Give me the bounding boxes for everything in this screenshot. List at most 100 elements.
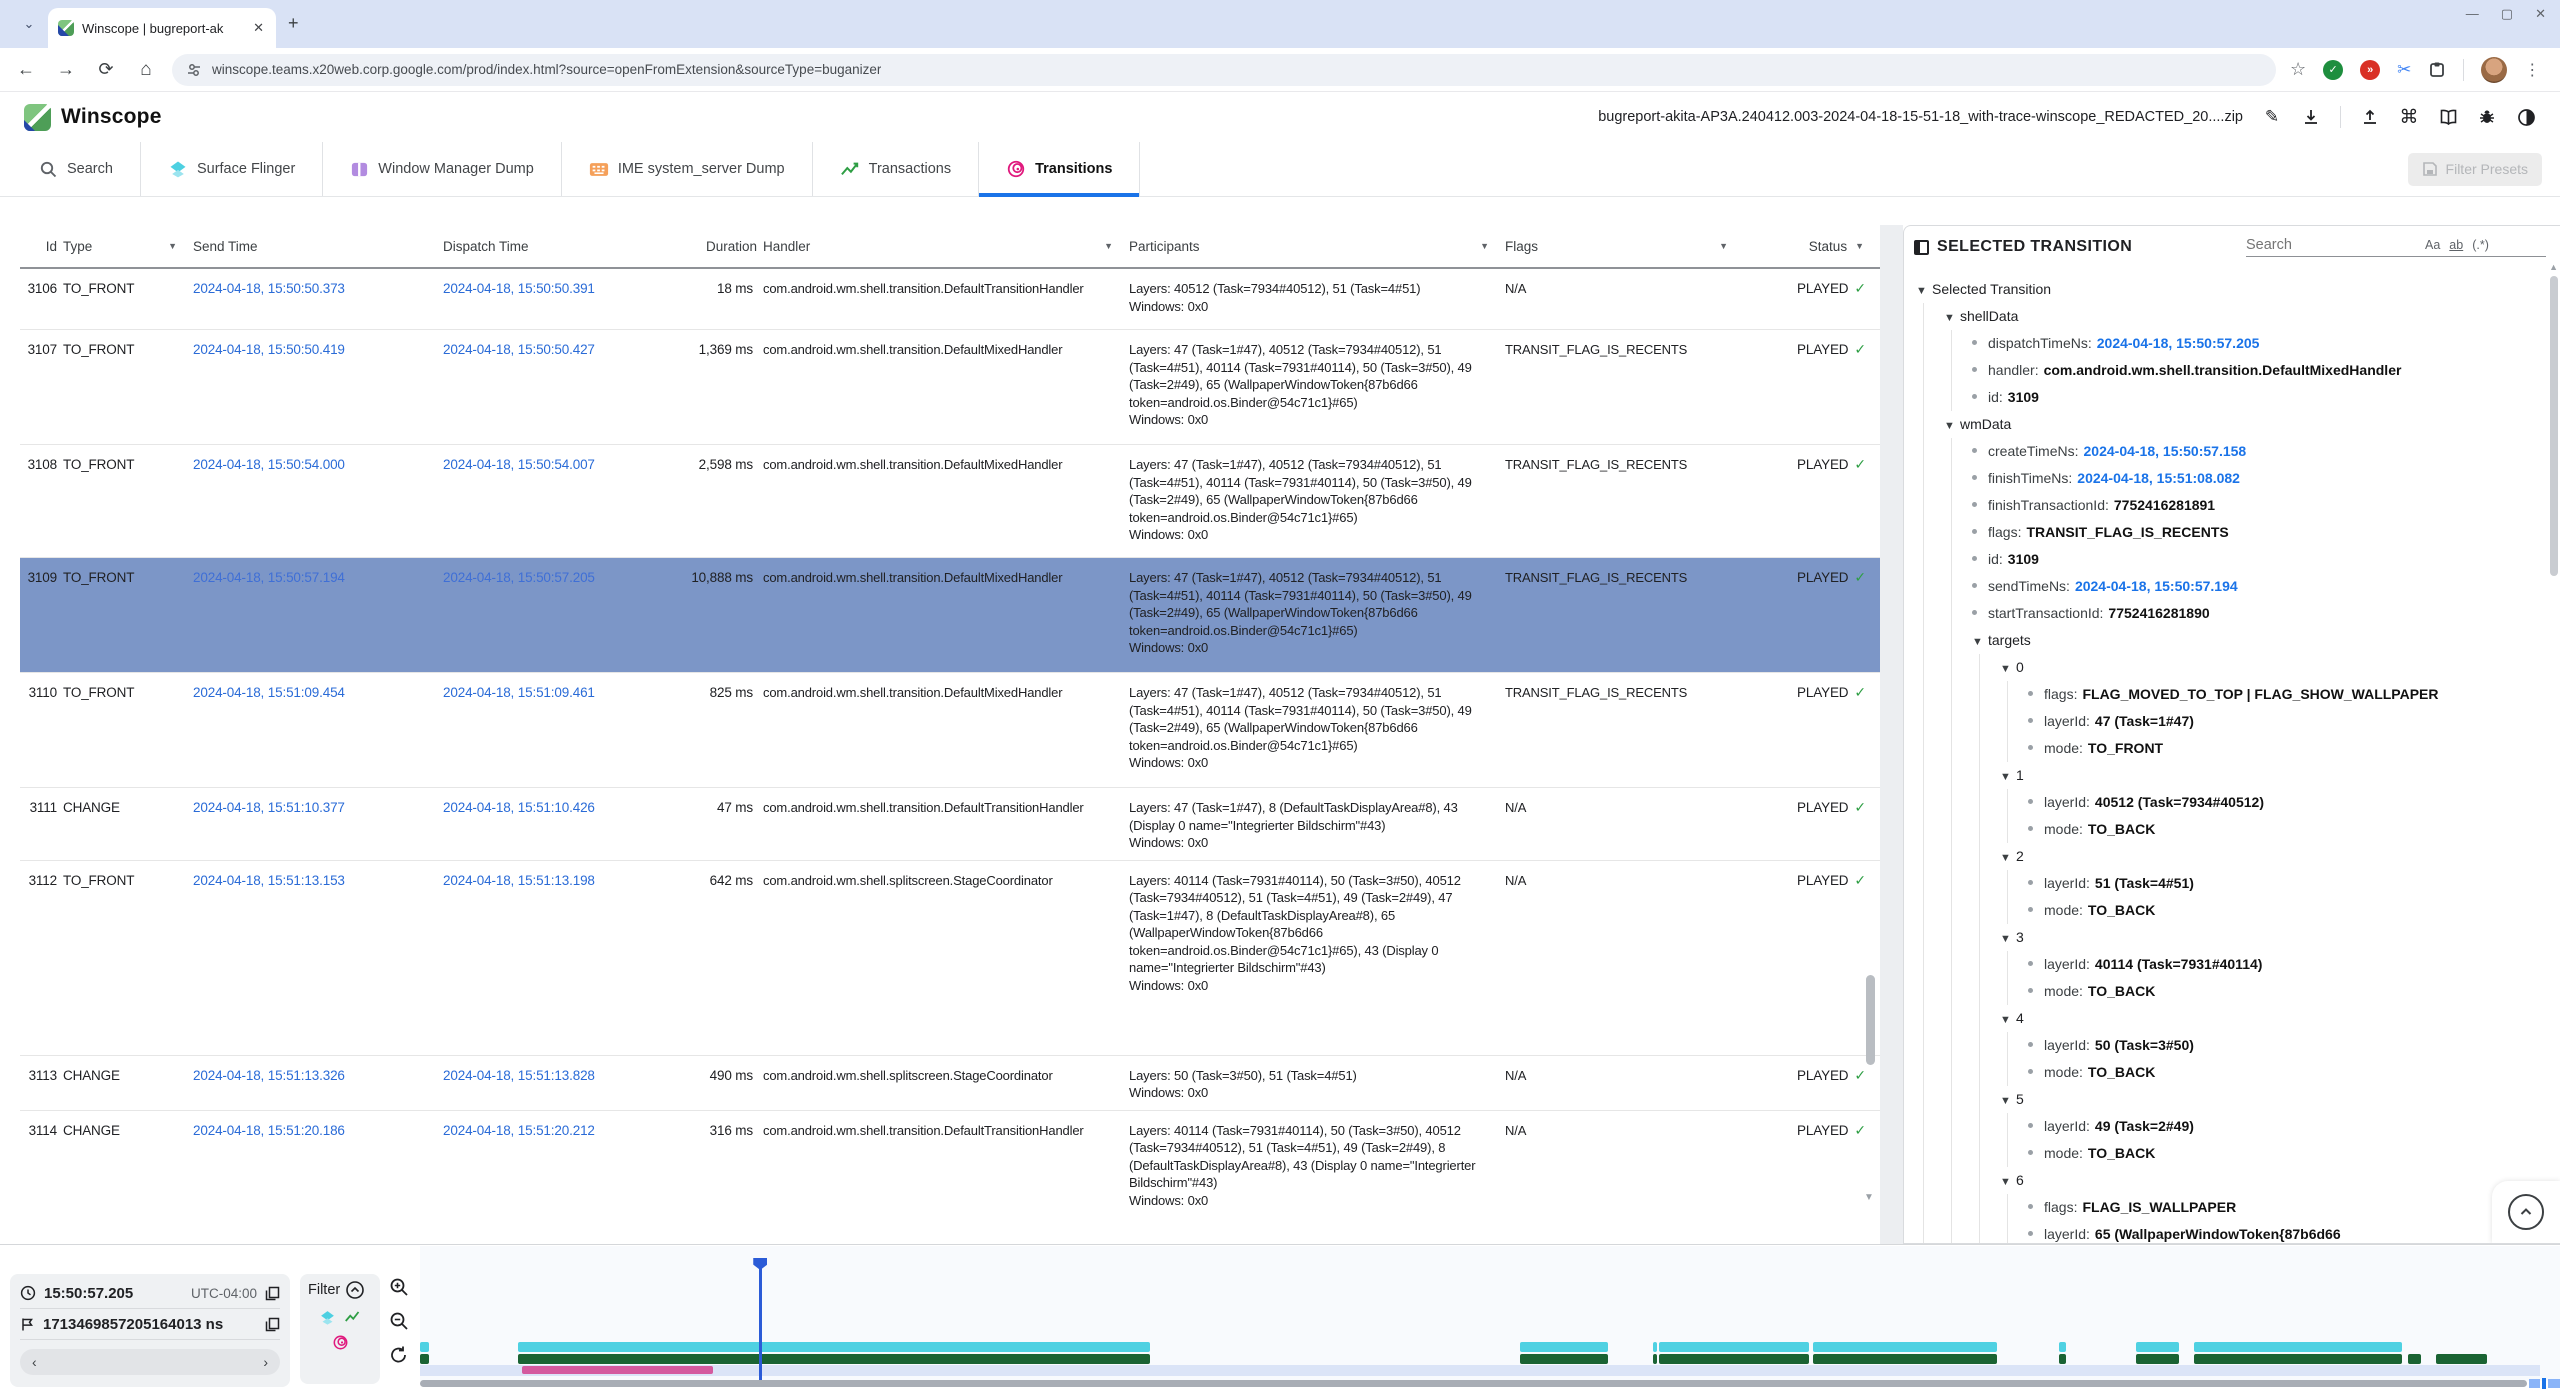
cell-dispatch-time[interactable]: 2024-04-18, 15:50:50.427: [443, 342, 595, 357]
column-status[interactable]: Status ▼: [1744, 239, 1880, 254]
trace-segment[interactable]: [1813, 1342, 1998, 1352]
column-participants[interactable]: Participants ▼: [1129, 239, 1505, 254]
table-scrollbar-thumb[interactable]: [1866, 975, 1875, 1065]
trace-segment[interactable]: [521, 1366, 713, 1374]
cell-send-time[interactable]: 2024-04-18, 15:50:50.373: [193, 281, 345, 296]
profile-avatar[interactable]: [2481, 56, 2508, 83]
tab-search-button[interactable]: ⌄: [23, 16, 35, 31]
tree-property[interactable]: dispatchTimeNs: 2024-04-18, 15:50:57.205: [1972, 330, 2546, 357]
table-row[interactable]: 3113 CHANGE 2024-04-18, 15:51:13.326 2024-0…: [20, 1054, 1880, 1110]
column-type[interactable]: Type ▼: [63, 239, 193, 254]
surface-flinger-track[interactable]: [420, 1342, 2560, 1352]
window-close-icon[interactable]: ✕: [2535, 6, 2546, 21]
shortcuts-icon[interactable]: ⌘: [2399, 106, 2419, 128]
zoom-reset-icon[interactable]: [389, 1345, 409, 1365]
trace-segment[interactable]: [2435, 1354, 2488, 1364]
tree-collapse-icon[interactable]: ▼: [2000, 852, 2011, 864]
cell-dispatch-time[interactable]: 2024-04-18, 15:51:09.461: [443, 685, 595, 700]
tab-ime-dump[interactable]: IME system_server Dump: [562, 142, 813, 196]
match-case-button[interactable]: Aa: [2425, 238, 2441, 252]
reload-icon[interactable]: ⟳: [98, 59, 114, 79]
column-dispatch-time[interactable]: Dispatch Time: [443, 238, 529, 254]
properties-search[interactable]: Aa ab (.*): [2246, 237, 2546, 257]
trace-segment[interactable]: [1659, 1354, 1809, 1364]
zoom-out-icon[interactable]: [389, 1311, 409, 1331]
browser-tab[interactable]: Winscope | bugreport-ak ✕: [48, 8, 276, 48]
browser-menu-icon[interactable]: ⋮: [2524, 61, 2542, 79]
tree-collapse-icon[interactable]: ▼: [2000, 1014, 2011, 1026]
home-icon[interactable]: ⌂: [140, 58, 152, 80]
search-input[interactable]: [2246, 237, 2416, 253]
panel-scrollbar-thumb[interactable]: [2550, 276, 2558, 576]
next-entry-icon[interactable]: ›: [263, 1354, 268, 1370]
timeline-scrollbar[interactable]: [420, 1380, 2527, 1387]
cell-send-time[interactable]: 2024-04-18, 15:50:50.419: [193, 342, 345, 357]
filter-chevron-icon[interactable]: ▼: [168, 241, 177, 251]
transitions-track[interactable]: [420, 1365, 2540, 1376]
tree-property[interactable]: finishTransactionId: 7752416281891: [1972, 492, 2546, 519]
dark-mode-icon[interactable]: [2516, 107, 2536, 127]
copy-icon[interactable]: [265, 1286, 280, 1301]
trace-segment[interactable]: [1519, 1354, 1608, 1364]
new-tab-button[interactable]: +: [288, 13, 299, 33]
tree-collapse-icon[interactable]: ▼: [2000, 771, 2011, 783]
filter-chevron-icon[interactable]: ▼: [1719, 241, 1728, 251]
trace-segment[interactable]: [1519, 1342, 1608, 1352]
cell-dispatch-time[interactable]: 2024-04-18, 15:51:10.426: [443, 800, 595, 815]
table-row[interactable]: 3109 TO_FRONT 2024-04-18, 15:50:57.194 2024…: [20, 557, 1880, 672]
extension-red-icon[interactable]: »: [2360, 59, 2381, 80]
column-flags[interactable]: Flags ▼: [1505, 239, 1744, 254]
cell-dispatch-time[interactable]: 2024-04-18, 15:50:54.007: [443, 457, 595, 472]
trace-segment[interactable]: [2059, 1354, 2066, 1364]
tree-property[interactable]: mode: TO_FRONT: [2028, 735, 2546, 762]
timeline-range-handle[interactable]: [2548, 1379, 2560, 1388]
tree-property[interactable]: layerId: 65 (WallpaperWindowToken{87b6d66…: [2028, 1221, 2546, 1243]
tree-property[interactable]: handler: com.android.wm.shell.transition.…: [1972, 357, 2546, 384]
tree-collapse-icon[interactable]: ▼: [1944, 420, 1955, 432]
tree-node[interactable]: ▼ shellData: [1944, 303, 2546, 330]
table-row[interactable]: 3107 TO_FRONT 2024-04-18, 15:50:50.419 2024…: [20, 329, 1880, 444]
cell-dispatch-time[interactable]: 2024-04-18, 15:51:13.828: [443, 1067, 595, 1083]
column-id[interactable]: Id: [45, 238, 57, 254]
trace-segment[interactable]: [518, 1354, 1150, 1364]
trace-segment[interactable]: [2194, 1342, 2402, 1352]
tree-node[interactable]: ▼ targets: [1972, 627, 2546, 654]
trace-segment[interactable]: [2136, 1354, 2180, 1364]
timeline-cursor-handle[interactable]: [753, 1258, 768, 1270]
forward-icon[interactable]: →: [57, 59, 75, 79]
tree-property[interactable]: flags: FLAG_MOVED_TO_TOP | FLAG_SHOW_WALL…: [2028, 681, 2546, 708]
tree-node[interactable]: ▼ 6: [2000, 1167, 2546, 1194]
scroll-to-top-button[interactable]: [2508, 1194, 2544, 1230]
edit-pencil-icon[interactable]: ✎: [2264, 107, 2280, 126]
copy-icon[interactable]: [265, 1317, 280, 1332]
filter-chevron-icon[interactable]: ▼: [1855, 241, 1864, 251]
documentation-book-icon[interactable]: [2438, 107, 2458, 127]
cell-dispatch-time[interactable]: 2024-04-18, 15:50:57.205: [443, 570, 595, 585]
bookmark-star-icon[interactable]: ☆: [2290, 59, 2307, 79]
tree-property[interactable]: layerId: 50 (Task=3#50): [2028, 1032, 2546, 1059]
timeline-range-handle[interactable]: [2529, 1379, 2540, 1388]
tree-collapse-icon[interactable]: ▼: [2000, 1176, 2011, 1188]
property-value[interactable]: 2024-04-18, 15:51:08.082: [2077, 470, 2240, 486]
tab-transitions[interactable]: Transitions: [979, 142, 1141, 197]
swirl-icon[interactable]: [332, 1334, 349, 1351]
table-row[interactable]: 3114 CHANGE 2024-04-18, 15:51:20.186 2024-0…: [20, 1109, 1880, 1228]
tree-property[interactable]: layerId: 40512 (Task=7934#40512): [2028, 789, 2546, 816]
trace-segment[interactable]: [2059, 1342, 2066, 1352]
tab-surface-flinger[interactable]: Surface Flinger: [141, 142, 324, 196]
tree-property[interactable]: layerId: 49 (Task=2#49): [2028, 1113, 2546, 1140]
cell-dispatch-time[interactable]: 2024-04-18, 15:50:50.391: [443, 281, 595, 296]
address-bar[interactable]: winscope.teams.x20web.corp.google.com/pr…: [172, 53, 2276, 86]
tree-property[interactable]: layerId: 51 (Task=4#51): [2028, 870, 2546, 897]
back-icon[interactable]: ←: [17, 59, 35, 79]
tab-search[interactable]: Search: [12, 142, 141, 196]
tree-property[interactable]: startTransactionId: 7752416281890: [1972, 600, 2546, 627]
collapse-filter-icon[interactable]: [345, 1280, 365, 1300]
cell-send-time[interactable]: 2024-04-18, 15:51:09.454: [193, 685, 345, 700]
tree-collapse-icon[interactable]: ▼: [2000, 933, 2011, 945]
bug-report-icon[interactable]: [2477, 107, 2497, 127]
tree-collapse-icon[interactable]: ▼: [1944, 312, 1955, 324]
property-value[interactable]: 2024-04-18, 15:50:57.158: [2083, 443, 2247, 459]
tree-property[interactable]: mode: TO_BACK: [2028, 978, 2546, 1005]
tree-property[interactable]: createTimeNs: 2024-04-18, 15:50:57.158: [1972, 438, 2546, 465]
